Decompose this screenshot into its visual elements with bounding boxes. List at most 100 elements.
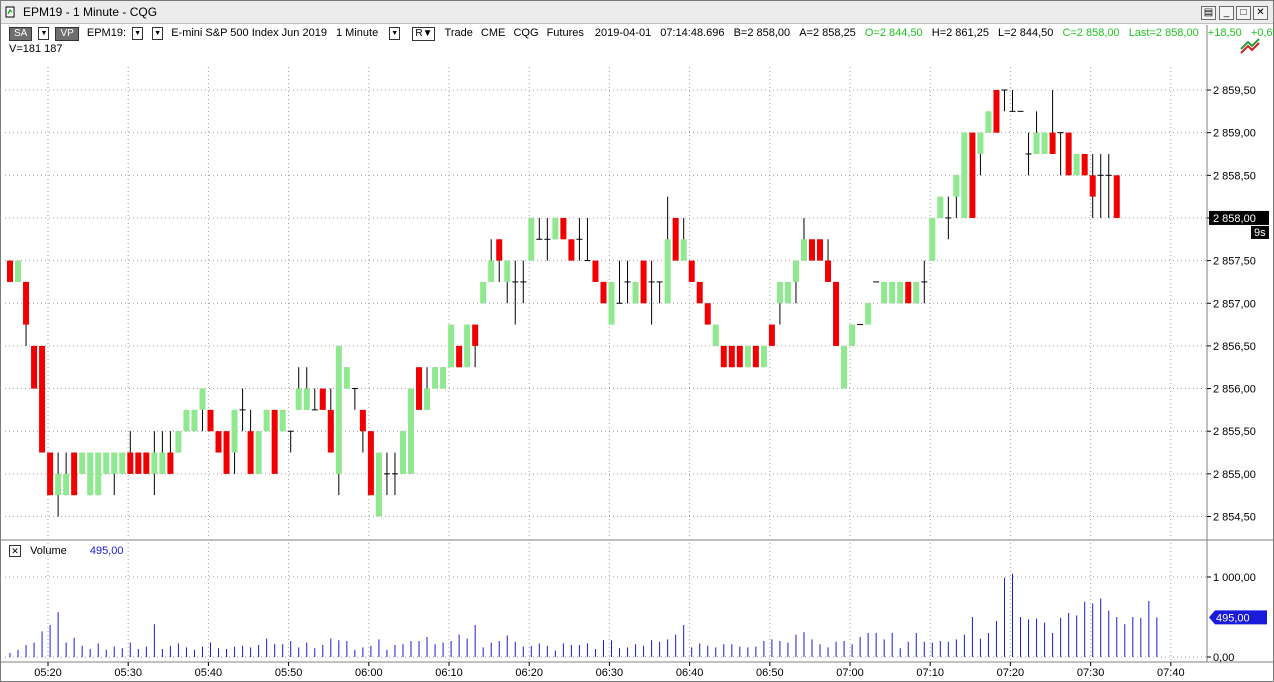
candle-body — [712, 324, 719, 346]
candle-body — [159, 452, 166, 474]
time-label: 07:14:48.696 — [660, 27, 725, 39]
close-button[interactable]: ✕ — [1253, 6, 1268, 20]
candle-body — [728, 345, 735, 368]
candle-body — [1065, 132, 1072, 176]
countdown-tag — [1251, 225, 1269, 239]
time-tick-label: 06:50 — [756, 667, 784, 679]
price-tick-label: 2 857,50 — [1213, 256, 1256, 268]
candle-body — [231, 409, 238, 453]
time-tick-label: 05:40 — [195, 667, 223, 679]
time-tick-label: 06:30 — [596, 667, 624, 679]
exchange-label: CME — [480, 27, 506, 39]
candle-body — [817, 239, 824, 261]
candle-body — [408, 388, 414, 474]
interval-label[interactable]: 1 Minute — [336, 27, 379, 39]
last-label: Last=2 858,00 — [1128, 27, 1199, 39]
change-label: +18,50 — [1207, 27, 1242, 39]
title-bar[interactable]: EPM19 - 1 Minute - CQG ▤ _ □ ✕ — [1, 1, 1273, 24]
candle-body — [800, 239, 807, 261]
candle-body — [792, 260, 799, 282]
candle-body — [55, 473, 62, 496]
chart-info-bar: SA ▼ VP EPM19: ▼ ▼ E-mini S&P 500 Index … — [9, 27, 1274, 41]
candle-body — [207, 409, 214, 432]
r-button[interactable]: R▼ — [412, 27, 436, 41]
candle-body — [183, 409, 190, 432]
candle-body — [367, 431, 374, 496]
candle-body — [343, 367, 350, 389]
candle-body — [736, 345, 743, 368]
candle-body — [1033, 132, 1040, 154]
date-label: 2019-04-01 — [594, 27, 652, 39]
provider-label: CQG — [513, 27, 539, 39]
candle-body — [680, 239, 687, 261]
symbol-label[interactable]: EPM19 — [86, 27, 123, 39]
candle-body — [841, 345, 848, 389]
candle-body — [263, 409, 270, 432]
candle-body — [223, 431, 230, 474]
volume-title: Volume — [30, 545, 67, 557]
sa-dropdown-icon[interactable]: ▼ — [38, 27, 50, 40]
candle-body — [784, 281, 791, 304]
candle-body — [937, 196, 944, 218]
ask-label: A=2 858,25 — [799, 27, 856, 39]
candle-body — [119, 452, 126, 474]
price-tick-label: 2 855,00 — [1213, 469, 1256, 481]
candle-body — [175, 431, 182, 453]
candle-body — [632, 281, 639, 304]
candle-body — [1073, 153, 1080, 176]
time-tick-label: 05:20 — [34, 667, 62, 679]
candle-body — [335, 345, 342, 474]
vp-button[interactable]: VP — [55, 27, 79, 41]
trade-arrows-icon[interactable] — [1239, 37, 1261, 55]
candle-body — [752, 345, 759, 368]
minimize-button[interactable]: _ — [1219, 6, 1234, 20]
price-tick-label: 2 854,50 — [1213, 512, 1256, 524]
price-tick-label: 2 856,50 — [1213, 341, 1256, 353]
close-study-icon[interactable]: ✕ — [9, 545, 21, 558]
volume-tick-label: 0,00 — [1213, 652, 1234, 664]
price-tick-label: 2 859,50 — [1213, 85, 1256, 97]
symbol-dropdown-icon[interactable]: ▼ — [132, 27, 144, 40]
candle-body — [488, 260, 495, 282]
candle-body — [504, 260, 511, 282]
candle-body — [664, 239, 671, 304]
window-title: EPM19 - 1 Minute - CQG — [23, 5, 158, 19]
candle-body — [271, 409, 278, 474]
candle-body — [929, 217, 936, 261]
maximize-button[interactable]: □ — [1236, 6, 1251, 20]
volume-current-value: 495,00 — [89, 545, 124, 557]
time-tick-label: 06:10 — [435, 667, 463, 679]
candle-body — [15, 260, 22, 282]
candle-body — [608, 281, 615, 325]
candle-body — [1113, 175, 1120, 218]
candle-body — [440, 367, 447, 389]
candle-body — [776, 281, 783, 304]
open-label: O=2 844,50 — [864, 27, 923, 39]
candle-body — [399, 431, 406, 474]
volume-total-label: V=181 187 — [9, 43, 63, 55]
contract-dropdown-icon[interactable]: ▼ — [152, 27, 164, 40]
candle-body — [897, 281, 904, 304]
sa-button[interactable]: SA — [9, 27, 33, 41]
candle-body — [7, 260, 13, 282]
candle-body — [191, 409, 198, 432]
candle-body — [496, 239, 503, 261]
candle-body — [696, 281, 703, 304]
last-price-label: 2 858,00 — [1213, 213, 1256, 225]
mode-label: Trade — [444, 27, 473, 39]
interval-dropdown-icon[interactable]: ▼ — [389, 27, 401, 40]
candle-body — [416, 367, 423, 410]
candle-body — [568, 239, 575, 261]
candle-body — [47, 452, 54, 496]
candle-body — [31, 345, 38, 389]
candle-body — [79, 452, 86, 474]
candle-body — [143, 452, 150, 474]
restore-icon[interactable]: ▤ — [1201, 6, 1216, 20]
candle-body — [199, 388, 206, 410]
price-tick-label: 2 855,50 — [1213, 426, 1256, 438]
candle-body — [424, 388, 431, 410]
last-price-tag — [1209, 210, 1269, 225]
chart-area[interactable]: 2 859,50 2 859,00 2 858,50 2 858,00 2 857,50… — [1, 25, 1273, 681]
candle-body — [744, 345, 751, 368]
time-tick-label: 05:50 — [275, 667, 303, 679]
